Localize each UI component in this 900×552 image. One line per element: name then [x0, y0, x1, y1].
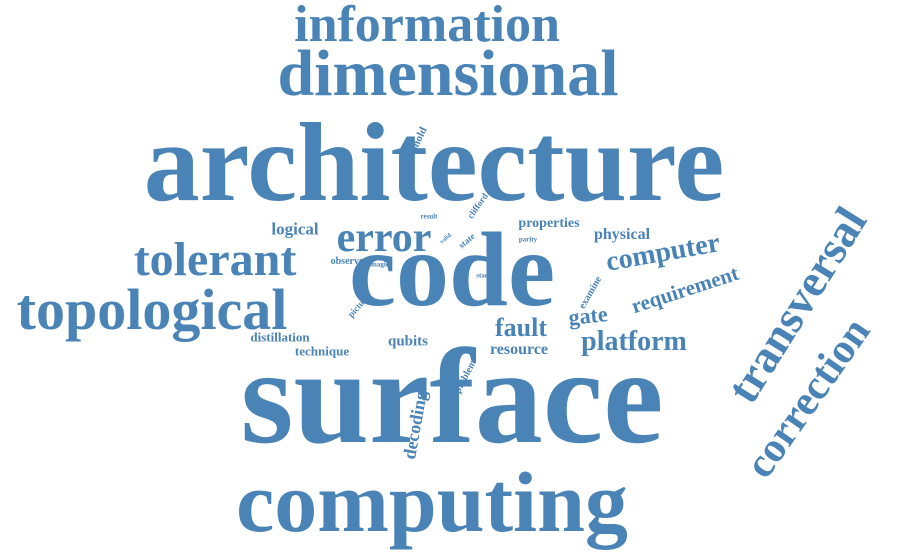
- word-observe: observe: [330, 256, 364, 267]
- word-topological: topological: [16, 277, 288, 342]
- word-computing: computing: [236, 454, 628, 550]
- word-platform: platform: [581, 326, 687, 357]
- word-magic: magic: [371, 260, 389, 269]
- word-logical: logical: [271, 219, 319, 239]
- word-resource: resource: [489, 341, 549, 358]
- word-properties: properties: [518, 216, 580, 231]
- word-dimensional: dimensional: [277, 37, 619, 110]
- word-physical: physical: [593, 226, 651, 243]
- word-parity: parity: [518, 235, 538, 244]
- word-code: code: [348, 211, 556, 328]
- word-qubits: qubits: [387, 333, 429, 350]
- word-result: result: [420, 212, 438, 221]
- word-technique: technique: [294, 343, 350, 359]
- word-fault: fault: [495, 313, 547, 342]
- word-stack: stack: [476, 271, 492, 280]
- word-error: error: [336, 215, 432, 261]
- word-architecture: architecture: [143, 101, 725, 225]
- word-distillation: distillation: [250, 329, 310, 345]
- word-surface: surface: [240, 322, 664, 472]
- word-tolerant: tolerant: [133, 233, 297, 286]
- word-information: information: [294, 0, 560, 53]
